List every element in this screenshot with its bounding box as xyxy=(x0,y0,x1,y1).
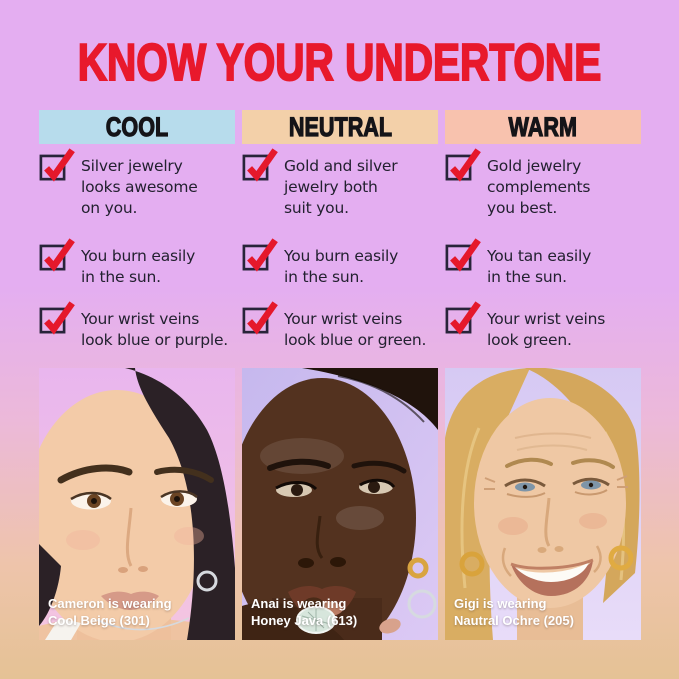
silver-earring-icon xyxy=(196,570,218,592)
checkbox-checked-icon xyxy=(39,238,75,272)
portrait-illustration-cool xyxy=(39,368,235,640)
checklist-text: Silver jewelry looks awesome on you. xyxy=(81,157,198,217)
checklist-item: Your wrist veins look blue or green. xyxy=(242,299,442,351)
checkbox-checked-icon xyxy=(445,148,481,182)
checklist-item: Gold jewelry complements you best. xyxy=(445,146,645,219)
photo-warm-model: Gigi is wearing Nautral Ochre (205) xyxy=(445,368,641,640)
checklist-item: Silver jewelry looks awesome on you. xyxy=(39,146,239,219)
column-header-neutral: NEUTRAL xyxy=(242,110,438,144)
column-header-cool-label: COOL xyxy=(105,111,169,142)
photo-caption-neutral: Anai is wearing Honey Java (613) xyxy=(251,596,358,628)
page-title: KNOW YOUR UNDERTONE xyxy=(77,33,602,93)
checkbox-checked-icon xyxy=(242,301,278,335)
photo-caption-cool: Cameron is wearing Cool Beige (301) xyxy=(48,596,172,628)
gold-earring-icon xyxy=(608,545,634,571)
checkbox-checked-icon xyxy=(242,238,278,272)
checklist-item: Your wrist veins look blue or purple. xyxy=(39,299,239,351)
checkbox-checked-icon xyxy=(39,301,75,335)
checklist-item: You burn easily in the sun. xyxy=(39,236,239,288)
checklist-text: Your wrist veins look blue or purple. xyxy=(81,310,229,349)
silver-hoop-earring-icon xyxy=(407,589,437,619)
checklist-text: You burn easily in the sun. xyxy=(284,247,399,286)
checklist-item: Gold and silver jewelry both suit you. xyxy=(242,146,442,219)
checklist-text: Your wrist veins look blue or green. xyxy=(284,310,427,349)
column-header-neutral-label: NEUTRAL xyxy=(288,111,392,142)
checklist-item: Your wrist veins look green. xyxy=(445,299,645,351)
gold-earring-icon xyxy=(459,551,485,577)
column-header-warm: WARM xyxy=(445,110,641,144)
checklist-item: You tan easily in the sun. xyxy=(445,236,645,288)
photo-neutral-model: Anai is wearing Honey Java (613) xyxy=(242,368,438,640)
checklist-text: You tan easily in the sun. xyxy=(487,247,592,286)
checklist-text: Gold jewelry complements you best. xyxy=(487,157,591,217)
checklist-text: Gold and silver jewelry both suit you. xyxy=(284,157,398,217)
checkbox-checked-icon xyxy=(445,301,481,335)
portrait-illustration-warm xyxy=(445,368,641,640)
checkbox-checked-icon xyxy=(39,148,75,182)
column-header-warm-label: WARM xyxy=(508,111,578,142)
photo-cool-model: Cameron is wearing Cool Beige (301) xyxy=(39,368,235,640)
checkbox-checked-icon xyxy=(242,148,278,182)
photo-caption-warm: Gigi is wearing Nautral Ochre (205) xyxy=(454,596,574,628)
portrait-illustration-neutral xyxy=(242,368,438,640)
checklist-text: Your wrist veins look green. xyxy=(487,310,606,349)
column-header-cool: COOL xyxy=(39,110,235,144)
checklist-text: You burn easily in the sun. xyxy=(81,247,196,286)
checklist-item: You burn easily in the sun. xyxy=(242,236,442,288)
gold-earring-icon xyxy=(407,557,429,579)
checkbox-checked-icon xyxy=(445,238,481,272)
